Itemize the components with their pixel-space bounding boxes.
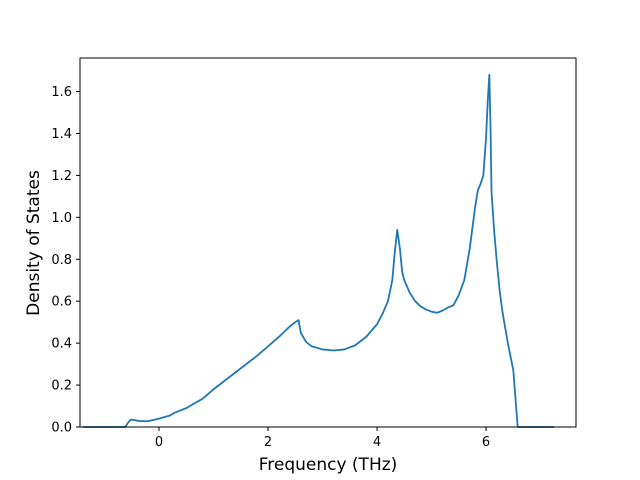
- y-tick-label: 0.2: [51, 379, 72, 394]
- x-tick-label: 0: [155, 435, 163, 450]
- y-tick-label: 0.8: [51, 253, 72, 268]
- y-axis-ticks: 0.0 0.2 0.4 0.6 0.8 1.0 1.2 1.4 1.6: [51, 85, 80, 436]
- plot-area: [79, 57, 577, 428]
- axes-frame: [79, 57, 577, 428]
- y-tick-label: 0.6: [51, 295, 72, 310]
- y-tick-label: 1.0: [51, 211, 72, 226]
- x-tick-label: 6: [482, 435, 490, 450]
- y-tick-label: 0.4: [51, 337, 72, 352]
- x-axis-label: Frequency (THz): [259, 455, 398, 475]
- y-tick-label: 1.2: [51, 169, 72, 184]
- y-tick-label: 1.4: [51, 127, 72, 142]
- dos-series-line: [82, 73, 555, 428]
- x-tick-label: 2: [264, 435, 272, 450]
- y-tick-label: 0.0: [51, 421, 72, 436]
- y-tick-label: 1.6: [51, 85, 72, 100]
- x-tick-label: 4: [373, 435, 381, 450]
- y-axis-label: Density of States: [24, 170, 44, 316]
- x-axis-ticks: 0 2 4 6: [155, 427, 490, 450]
